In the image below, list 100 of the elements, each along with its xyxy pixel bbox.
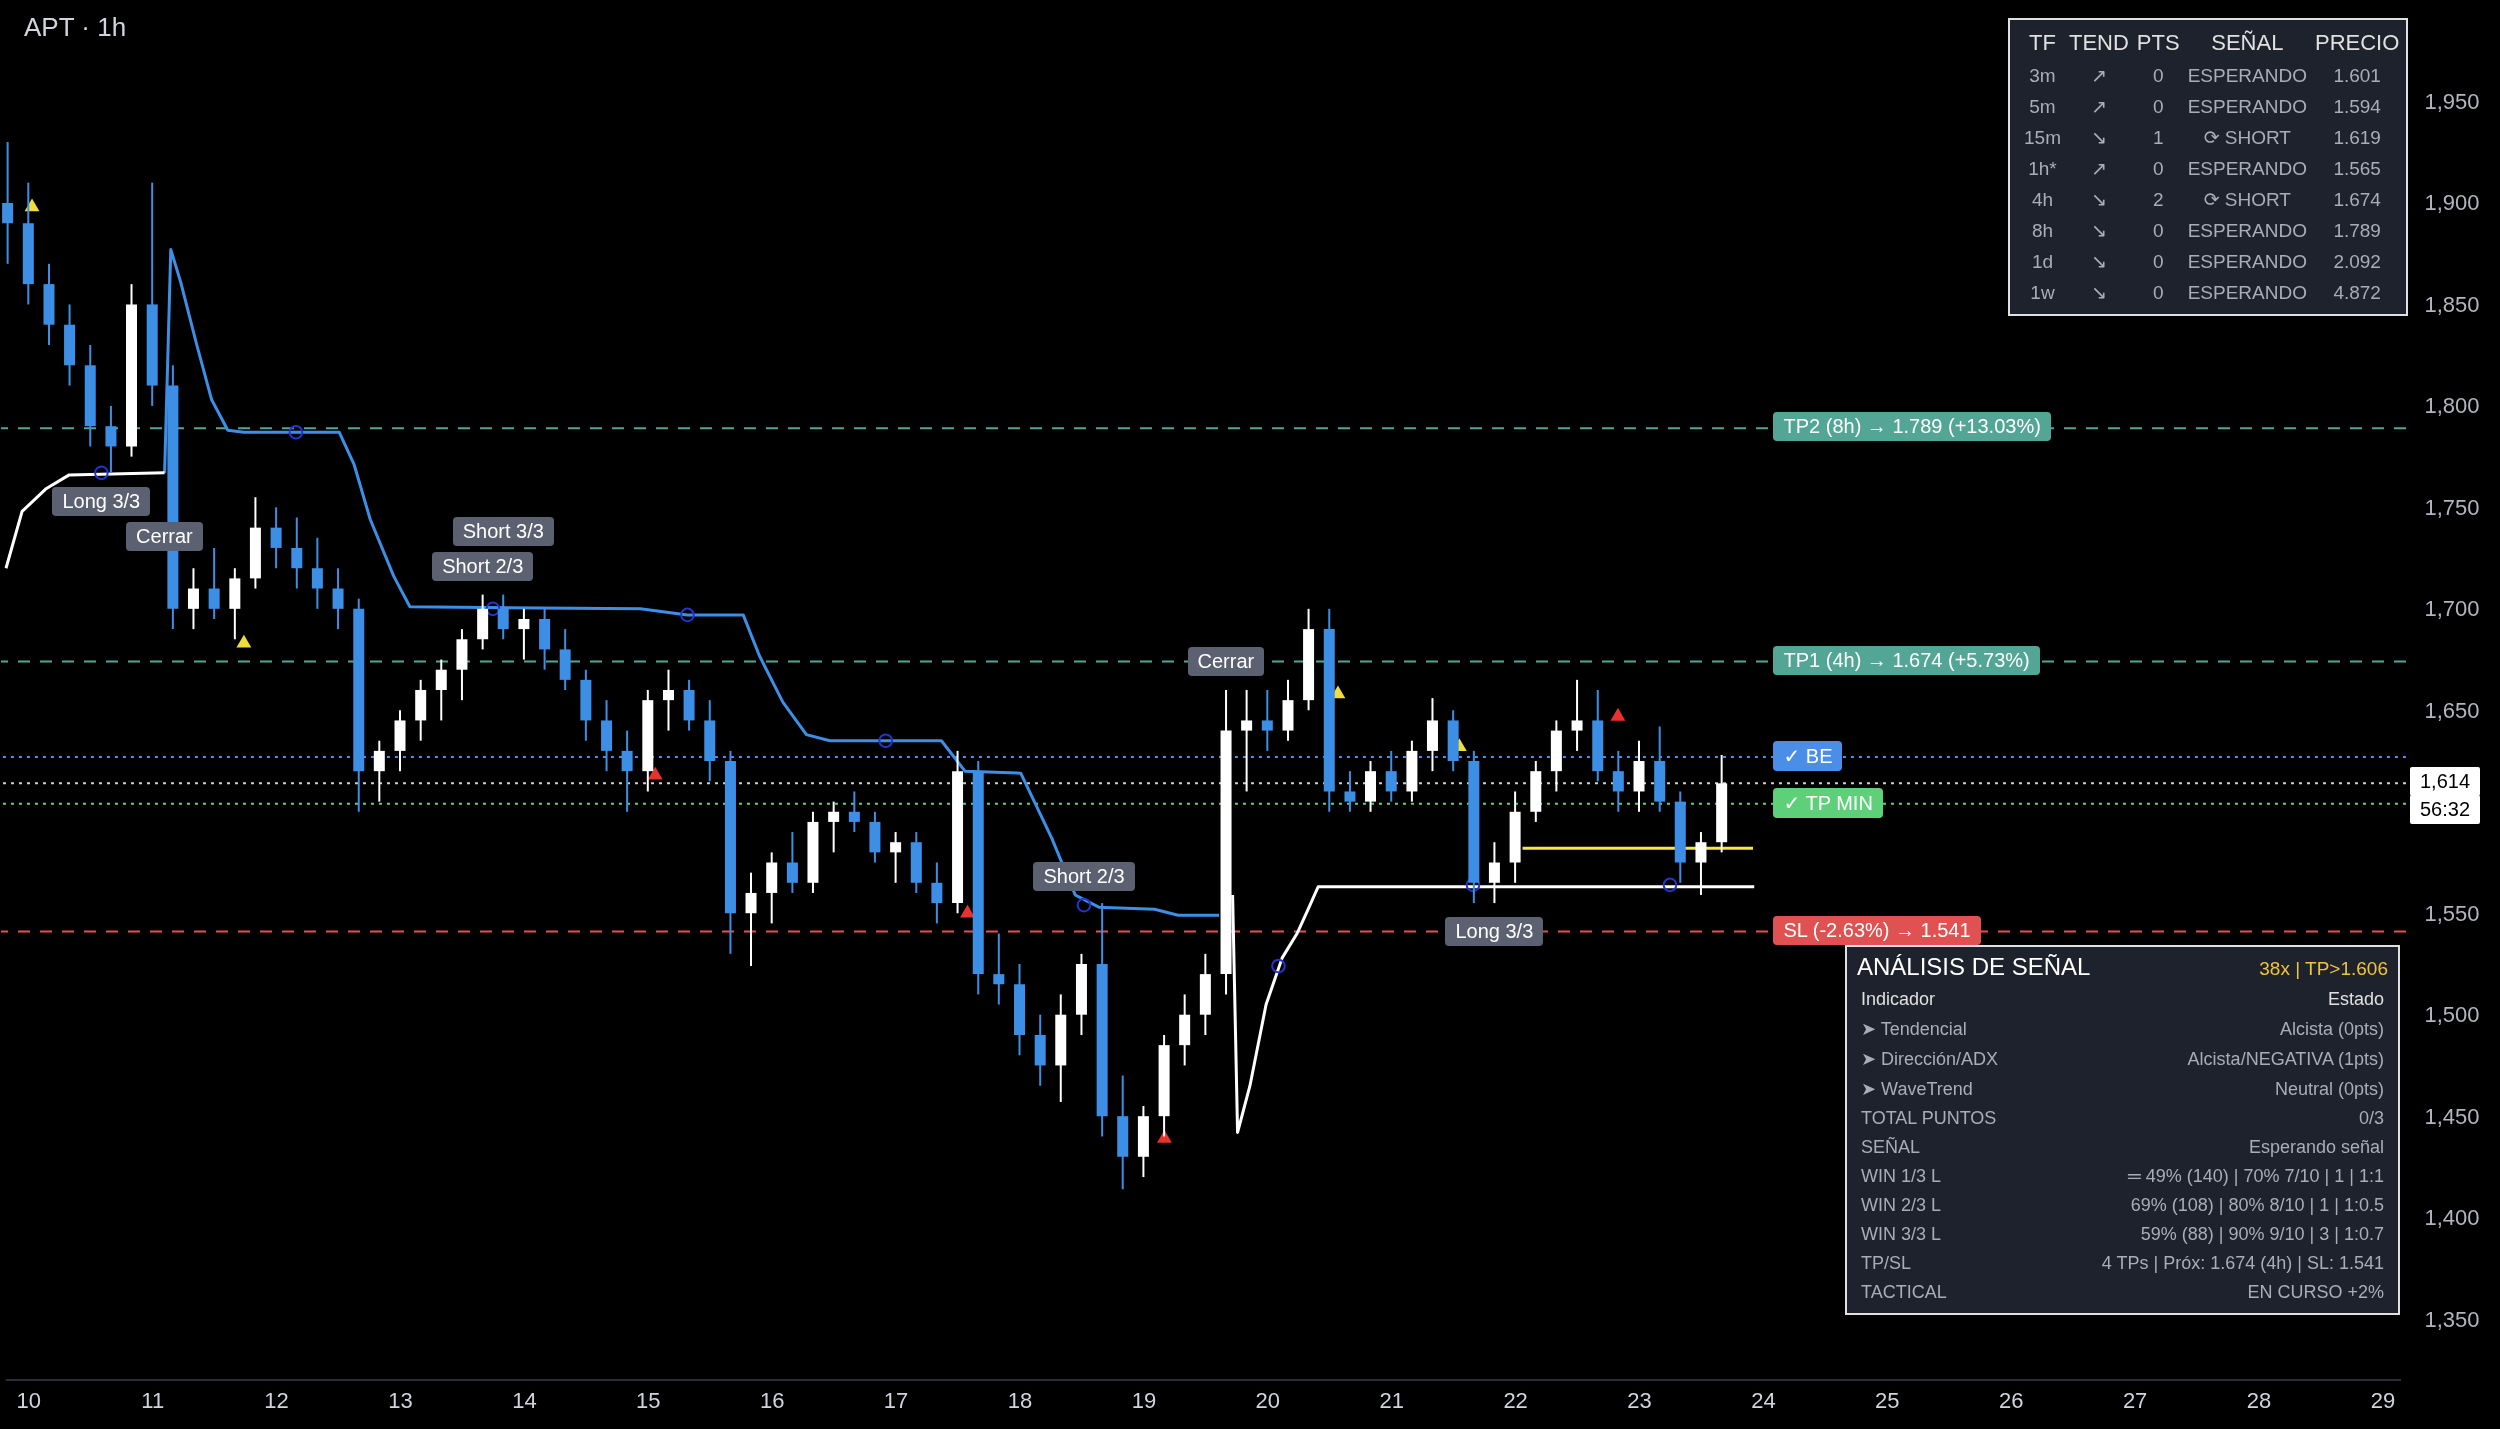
x-tick-label: 12 [264, 1387, 289, 1413]
text: WIN 3/3 L 59% (88) | 90% 9/10 | 3 | 1:0.7 [1861, 1224, 2384, 1244]
y-tick-label: 1,550 [2424, 900, 2480, 926]
x-tick-label: 14 [512, 1387, 537, 1413]
ref-line-label: TP1 (4h) → 1.674 (+5.73%) [1773, 645, 2040, 675]
x-tick-label: 19 [1131, 1387, 1157, 1413]
text: Indicador Estado [1861, 989, 2384, 1009]
candlestick [1695, 831, 1707, 896]
x-tick-label: 23 [1627, 1387, 1652, 1413]
annotation: Short 3/3 [452, 516, 554, 546]
text: 56:32 [2410, 795, 2481, 825]
point [94, 465, 109, 481]
x-tick-label: 21 [1379, 1387, 1404, 1413]
text: TP/SL 4 TPs | Próx: 1.674 (4h) | SL: 1.541 [1861, 1253, 2384, 1273]
point [1610, 707, 1626, 721]
candlestick [786, 831, 798, 894]
candlestick [993, 932, 1005, 1006]
text: 1d ↘ 0 ESPERANDO 2.092 [2031, 250, 2381, 272]
candlestick [890, 831, 902, 884]
y-tick-label: 1,850 [2424, 291, 2480, 317]
point [236, 634, 252, 648]
candlestick [270, 506, 282, 570]
ref-line-label: ✓ BE [1773, 740, 1843, 771]
annotation: Cerrar [126, 521, 203, 551]
text: 1h* ↗ 0 ESPERANDO 1.565 [2028, 157, 2381, 179]
ref-line-label: ✓ TP MIN [1773, 787, 1883, 818]
x-tick-label: 24 [1751, 1387, 1776, 1413]
candlestick [311, 536, 323, 610]
candlestick [373, 739, 385, 803]
text: WIN 1/3 L ═ 49% (140) | 70% 7/10 | 1 | 1:1 [1861, 1166, 2384, 1186]
candlestick [621, 729, 633, 813]
x-tick-label: 26 [1998, 1387, 2024, 1413]
candlestick [1344, 770, 1356, 813]
x-tick-label: 10 [16, 1387, 42, 1413]
y-tick-label: 1,500 [2424, 1002, 2480, 1028]
point [1271, 958, 1286, 974]
x-tick-label: 11 [141, 1387, 165, 1413]
text: 8h ↘ 0 ESPERANDO 1.789 [2031, 219, 2381, 241]
annotation: Short 2/3 [1033, 862, 1135, 892]
point [878, 733, 894, 749]
text: ➤ Dirección/ADX Alcista/NEGATIVA (1pts) [1861, 1048, 2384, 1069]
y-tick-label: 1,950 [2424, 88, 2480, 114]
text: 15m ↘ 1 ⟳ SHORT 1.619 [2024, 126, 2381, 148]
candlestick [2, 141, 14, 265]
x-tick-label: 15 [636, 1387, 661, 1413]
annotation: Long 3/3 [1445, 917, 1544, 947]
x-tick-label: 22 [1503, 1387, 1528, 1413]
point [960, 904, 975, 918]
annotation: Long 3/3 [52, 486, 151, 516]
candlestick [497, 593, 509, 641]
text: ANÁLISIS DE SEÑAL [1857, 953, 2091, 981]
candlestick [1488, 841, 1500, 905]
x-tick-label: 25 [1875, 1387, 1900, 1413]
y-tick-label: 1,750 [2424, 494, 2480, 520]
candlestick [1241, 689, 1253, 793]
y-tick-label: 1,450 [2424, 1103, 2480, 1129]
candlestick [187, 567, 199, 631]
point [1076, 897, 1092, 913]
ref-line-label: SL (-2.63%) → 1.541 [1773, 915, 1981, 945]
candlestick [1385, 749, 1397, 803]
candlestick [931, 861, 943, 925]
text: APT · 1h [24, 12, 127, 43]
x-tick-label: 28 [2246, 1387, 2272, 1413]
text: ➤ Tendencial Alcista (0pts) [1861, 1018, 2384, 1039]
text: 38x | TP>1.606 [2259, 958, 2388, 980]
candlestick [208, 546, 220, 620]
x-tick-label: 17 [883, 1387, 909, 1413]
candlestick [332, 567, 344, 631]
candlestick [663, 668, 674, 732]
candlestick [745, 871, 757, 967]
text: ➤ WaveTrend Neutral (0pts) [1861, 1078, 2384, 1099]
text: TOTAL PUNTOS 0/3 [1861, 1108, 2384, 1128]
y-tick-label: 1,400 [2424, 1205, 2480, 1231]
annotation: Short 2/3 [432, 551, 534, 581]
x-tick-label: 20 [1255, 1387, 1281, 1413]
annotation: Cerrar [1187, 647, 1265, 676]
text: 3m ↗ 0 ESPERANDO 1.601 [2029, 64, 2381, 86]
ref-line-label: 1,614 [2410, 767, 2481, 797]
point [647, 766, 663, 780]
ref-line-label: TP2 (8h) → 1.789 (+13.03%) [1773, 412, 2051, 442]
point [1662, 877, 1678, 893]
x-tick-label: 16 [759, 1387, 785, 1413]
candlestick [1261, 689, 1273, 752]
text: TF TEND PTS SEÑAL PRECIO [2029, 30, 2400, 55]
text: SEÑAL Esperando señal [1861, 1137, 2384, 1157]
candlestick [291, 516, 303, 590]
x-tick-label: 18 [1007, 1387, 1033, 1413]
x-tick-label: 27 [2122, 1387, 2148, 1413]
y-tick-label: 1,650 [2424, 697, 2480, 723]
x-tick-label: 13 [388, 1387, 413, 1413]
candlestick [105, 404, 117, 474]
candlestick [1612, 749, 1624, 813]
text: 4h ↘ 2 ⟳ SHORT 1.674 [2031, 188, 2381, 210]
candlestick [435, 658, 447, 722]
point [680, 607, 695, 623]
text: TACTICAL EN CURSO +2% [1861, 1282, 2384, 1302]
text: 5m ↗ 0 ESPERANDO 1.594 [2029, 95, 2381, 117]
y-tick-label: 1,900 [2424, 190, 2480, 216]
candlestick [518, 607, 530, 661]
text: 1w ↘ 0 ESPERANDO 4.872 [2030, 281, 2381, 303]
